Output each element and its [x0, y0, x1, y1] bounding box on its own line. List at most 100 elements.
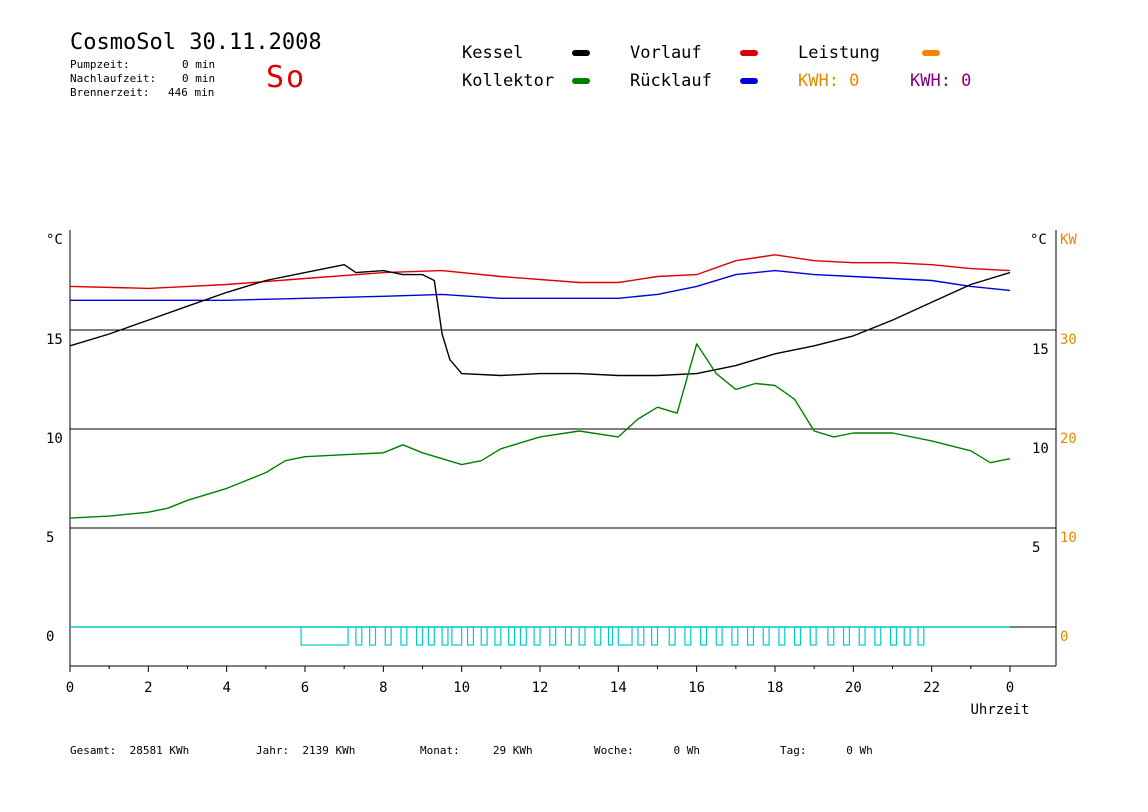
pump-pulse	[384, 626, 392, 646]
series-line-rcklauf	[70, 269, 1011, 301]
pump-pulse	[793, 626, 802, 646]
pump-pulse	[427, 626, 435, 646]
pump-pulse	[827, 626, 835, 646]
stat-nachlaufzeit: Nachlaufzeit: 0 min	[70, 72, 216, 85]
x-tick-label: 6	[301, 680, 309, 696]
pump-pulse	[746, 626, 755, 646]
pump-pulse	[778, 626, 786, 646]
legend-kwh-purple: KWH: 0	[910, 71, 972, 91]
pump-pulse	[762, 626, 770, 646]
y-left-unit: °C	[46, 232, 63, 248]
y-right-unit: °C	[1030, 232, 1047, 248]
pump-pulse	[617, 626, 633, 646]
x-tick-label: 12	[532, 680, 549, 696]
chart-axis-labels: 0 2 4 6 8 10 12 14 16 18 20 22 0 Uhrzeit °C 15 10 5 0 °C 15 1…	[46, 232, 1077, 718]
series-line-vorlauf	[69, 254, 1011, 290]
legend-ruecklauf-swatch	[740, 78, 758, 84]
pump-pulse	[451, 626, 463, 646]
pump-pulse	[668, 626, 676, 646]
legend-kessel-label: Kessel	[462, 43, 524, 63]
legend-kessel-swatch	[572, 50, 590, 56]
stat-brennerzeit: Brennerzeit: 446 min	[70, 86, 215, 99]
x-tick-label: 2	[144, 680, 152, 696]
pump-pulse	[842, 626, 851, 646]
x-tick-label: 8	[379, 680, 387, 696]
pump-pulse	[578, 626, 586, 646]
x-tick-label: 0	[66, 680, 74, 696]
pump-pulse	[917, 626, 925, 646]
y-left-tick-label: 10	[46, 431, 63, 447]
footer-gesamt: Gesamt: 28581 KWh	[70, 744, 190, 757]
pump-pulse	[494, 626, 502, 646]
series-line-kessel	[69, 264, 1011, 377]
pump-pulse	[549, 626, 557, 646]
pump-pulse	[715, 626, 723, 646]
legend-leistung-swatch	[922, 50, 940, 56]
pump-pulse	[369, 626, 377, 646]
legend-ruecklauf-label: Rücklauf	[630, 71, 712, 91]
pump-pulse	[355, 626, 363, 646]
pump-pulse	[731, 626, 739, 646]
pump-pulse	[858, 626, 866, 646]
y-right2-tick-label: 0	[1060, 629, 1068, 645]
series-line-kollektor	[69, 343, 1011, 519]
x-tick-label: 18	[767, 680, 784, 696]
pump-pulse	[874, 626, 882, 646]
x-tick-label: 4	[222, 680, 230, 696]
y-right2-tick-label: 10	[1060, 530, 1077, 546]
y-right-tick-label: 10	[1032, 441, 1049, 457]
pump-pulse	[594, 626, 602, 646]
pump-pulse	[699, 626, 708, 646]
stat-pumpzeit: Pumpzeit: 0 min	[70, 58, 216, 71]
pump-pulse	[564, 626, 572, 646]
pump-pulse	[441, 626, 449, 646]
pump-pulses	[70, 626, 1010, 646]
pump-pulse	[480, 626, 488, 646]
chart-axes	[69, 230, 1057, 672]
legend-kollektor-swatch	[572, 78, 590, 84]
y-left-tick-label: 0	[46, 629, 54, 645]
y-right2-tick-label: 20	[1060, 431, 1077, 447]
pump-pulse	[533, 626, 541, 646]
footer-jahr: Jahr: 2139 KWh	[256, 744, 356, 757]
x-tick-label: 16	[688, 680, 705, 696]
pump-pulse	[508, 626, 516, 646]
pump-pulse	[400, 626, 408, 646]
footer-tag: Tag: 0 Wh	[780, 744, 873, 757]
pump-pulse	[889, 626, 898, 646]
x-axis-label: Uhrzeit	[970, 702, 1029, 718]
x-tick-label: 0	[1006, 680, 1014, 696]
y-left-tick-label: 5	[46, 530, 54, 546]
pump-pulse	[684, 626, 692, 646]
x-tick-label: 14	[610, 680, 627, 696]
footer-monat: Monat: 29 KWh	[420, 744, 533, 757]
pump-pulse	[903, 626, 911, 646]
legend-vorlauf-swatch	[740, 50, 758, 56]
pump-pulse	[637, 626, 645, 646]
y-right2-tick-label: 30	[1060, 332, 1077, 348]
y-right-tick-label: 15	[1032, 342, 1049, 358]
pump-pulse	[416, 626, 424, 646]
chart-series	[69, 254, 1011, 519]
legend-kollektor-label: Kollektor	[462, 71, 555, 91]
pump-pulse	[607, 626, 614, 646]
footer-woche: Woche: 0 Wh	[594, 744, 700, 757]
legend-vorlauf-label: Vorlauf	[630, 43, 702, 63]
day-of-week: So	[266, 60, 307, 95]
chart-title: CosmoSol 30.11.2008	[70, 30, 322, 55]
legend-kwh-orange: KWH: 0	[798, 71, 860, 91]
x-tick-label: 20	[845, 680, 862, 696]
x-tick-label: 22	[923, 680, 940, 696]
pump-pulse	[300, 626, 349, 646]
legend-leistung-label: Leistung	[798, 43, 880, 63]
pump-pulse	[809, 626, 817, 646]
pump-pulse	[466, 626, 475, 646]
y-left-tick-label: 15	[46, 332, 63, 348]
pump-pulse	[651, 626, 659, 646]
chart-grid	[70, 329, 1056, 628]
x-tick-label: 10	[453, 680, 470, 696]
pump-pulse	[519, 626, 527, 646]
y-right2-unit: KW	[1060, 232, 1077, 248]
y-right-tick-label: 5	[1032, 540, 1040, 556]
